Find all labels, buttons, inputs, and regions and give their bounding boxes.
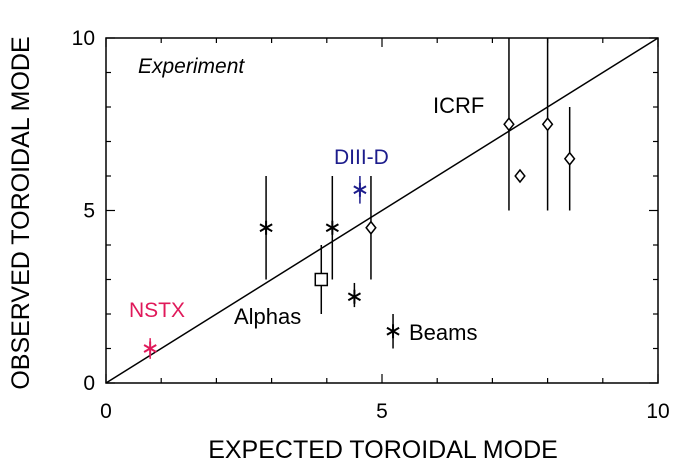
y-tick-label: 10 bbox=[72, 27, 95, 50]
data-point-square bbox=[314, 272, 329, 287]
x-tick-label: 10 bbox=[646, 400, 669, 423]
annotation-icrf: ICRF bbox=[433, 93, 484, 118]
asterisk-stroke bbox=[259, 223, 273, 233]
data-point-diamond bbox=[503, 117, 515, 132]
x-axis-label: EXPECTED TOROIDAL MODE bbox=[208, 436, 558, 463]
asterisk-stroke bbox=[325, 223, 339, 233]
asterisk-stroke bbox=[347, 292, 361, 302]
x-tick-label: 5 bbox=[376, 400, 388, 423]
reference-line bbox=[105, 37, 659, 384]
asterisk-stroke bbox=[353, 185, 367, 195]
y-tick-label: 0 bbox=[83, 372, 95, 395]
annotation-alphas: Alphas bbox=[234, 304, 301, 329]
error-bars bbox=[149, 38, 571, 359]
asterisk-stroke bbox=[143, 344, 157, 353]
y-tick-label: 5 bbox=[83, 200, 95, 223]
data-markers bbox=[143, 117, 576, 356]
data-point-diamond bbox=[365, 220, 377, 235]
data-point-asterisk bbox=[325, 220, 339, 235]
data-point-asterisk bbox=[259, 220, 273, 235]
asterisk-stroke bbox=[386, 326, 400, 336]
data-point-asterisk bbox=[143, 341, 157, 356]
data-point-asterisk bbox=[353, 182, 367, 197]
data-point-asterisk bbox=[386, 324, 400, 339]
data-point-diamond bbox=[514, 168, 526, 184]
y-axis-label: OBSERVED TOROIDAL MODE bbox=[7, 36, 35, 389]
data-point-diamond bbox=[563, 151, 576, 166]
annotation-diiid: DIII-D bbox=[334, 146, 389, 169]
reference-line-group bbox=[105, 37, 659, 384]
data-point-asterisk bbox=[347, 289, 361, 304]
annotation-experiment: Experiment bbox=[138, 55, 245, 78]
axis-ticks bbox=[105, 37, 659, 384]
data-point-diamond bbox=[541, 117, 554, 132]
annotation-beams: Beams bbox=[409, 320, 477, 345]
x-tick-label: 0 bbox=[100, 400, 112, 423]
tick-labels: 0 5 10 0 5 10 bbox=[72, 27, 670, 423]
annotation-nstx: NSTX bbox=[129, 299, 185, 322]
